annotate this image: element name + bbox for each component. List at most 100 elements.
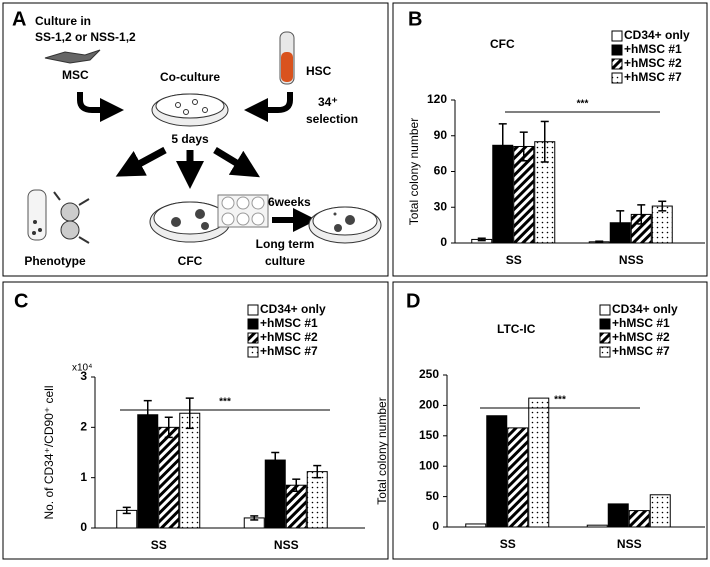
label: 34⁺ [318, 95, 338, 109]
annotation: *** [554, 395, 566, 406]
arrow [213, 147, 260, 178]
y-multiplier: x10⁴ [72, 363, 92, 374]
panel-label: A [12, 8, 26, 30]
label: SS-1,2 or NSS-1,2 [35, 30, 136, 44]
error-bar [477, 237, 486, 242]
legend-label: +hMSC #1 [624, 42, 682, 56]
legend-label: CD34+ only [612, 302, 678, 316]
y-tick-label: 90 [434, 128, 448, 142]
legend-swatch [247, 346, 259, 358]
label: 6weeks [268, 195, 311, 209]
error-bar [271, 451, 280, 469]
bar [649, 494, 671, 528]
legend-swatch [247, 332, 259, 344]
error-bar [185, 397, 194, 430]
cell-icon [44, 49, 101, 64]
x-tick-label: NSS [274, 538, 299, 552]
y-axis-label: No. of CD34⁺/CD90⁺ cell [42, 385, 56, 519]
x-tick-label: NSS [617, 537, 642, 551]
legend-swatch [599, 332, 611, 344]
bar [607, 503, 629, 528]
label: HSC [306, 64, 332, 78]
panel-label: D [406, 290, 420, 312]
legend-swatch [599, 346, 611, 358]
bar [651, 205, 673, 244]
y-axis-label: Total colony number [407, 118, 421, 225]
arrow [115, 146, 167, 177]
panel-frame [2, 281, 389, 560]
y-tick-label: 30 [434, 199, 448, 213]
y-tick-label: 1 [80, 470, 87, 484]
error-bar [616, 210, 625, 236]
error-bar [250, 515, 259, 521]
tube-content [281, 52, 293, 82]
error-bar [143, 399, 152, 430]
label: Co-culture [160, 70, 220, 84]
bar [306, 471, 328, 529]
label: Long term [256, 237, 315, 251]
chart-title: CFC [490, 37, 515, 51]
label: 5 days [171, 132, 209, 146]
error-bar [313, 464, 322, 479]
legend-swatch [599, 318, 611, 330]
y-axis-label: Total colony number [375, 397, 389, 504]
label: Culture in [35, 14, 91, 28]
y-tick-label: 250 [419, 367, 439, 381]
arrow [244, 92, 293, 122]
legend-swatch [247, 304, 259, 316]
y-tick-label: 120 [427, 92, 447, 106]
chart-title: LTC-IC [497, 322, 536, 336]
label: MSC [62, 68, 89, 82]
legend-label: +hMSC #7 [612, 344, 670, 358]
y-tick-label: 200 [419, 398, 439, 412]
bar [179, 412, 201, 529]
dish [155, 93, 225, 119]
y-tick-label: 0 [440, 235, 447, 249]
label: Phenotype [24, 254, 86, 268]
error-bar [164, 416, 173, 439]
y-tick-label: 60 [434, 164, 448, 178]
bar [586, 524, 608, 528]
y-tick-label: 3 [80, 369, 87, 383]
legend-swatch [611, 58, 623, 70]
tube [27, 189, 47, 241]
y-tick-label: 50 [426, 489, 440, 503]
panel-frame [392, 281, 708, 560]
label: CFC [178, 254, 203, 268]
error-bar [519, 131, 528, 162]
bar [486, 415, 508, 528]
bar [137, 414, 159, 529]
legend-swatch [599, 304, 611, 316]
error-bar [292, 478, 301, 493]
error-bar [658, 200, 667, 212]
panel-frame [2, 2, 389, 277]
bar [158, 426, 180, 529]
bar [507, 427, 529, 528]
legend-swatch [611, 44, 623, 56]
error-bar [498, 123, 507, 168]
label: culture [265, 254, 305, 268]
diagram: A Culture in SS-1,2 or NSS-1,2 MSC Co-cu… [12, 8, 382, 268]
legend-swatch [611, 30, 623, 42]
legend-swatch [611, 72, 623, 84]
error-bar [540, 120, 549, 163]
y-tick-label: 150 [419, 428, 439, 442]
legend-label: +hMSC #7 [260, 344, 318, 358]
x-tick-label: SS [500, 537, 516, 551]
legend-label: +hMSC #7 [624, 70, 682, 84]
legend-label: CD34+ only [260, 302, 326, 316]
annotation: *** [219, 397, 231, 408]
legend-label: +hMSC #1 [260, 316, 318, 330]
arrow [77, 92, 124, 122]
panel-label: C [14, 290, 28, 312]
bar [628, 510, 650, 528]
legend-label: +hMSC #2 [612, 330, 670, 344]
y-tick-label: 2 [80, 420, 87, 434]
legend-label: +hMSC #1 [612, 316, 670, 330]
y-tick-label: 0 [80, 520, 87, 534]
bar [528, 397, 550, 528]
legend-label: +hMSC #2 [260, 330, 318, 344]
bar [264, 459, 286, 529]
y-tick-label: 100 [419, 458, 439, 472]
bar [465, 523, 487, 528]
